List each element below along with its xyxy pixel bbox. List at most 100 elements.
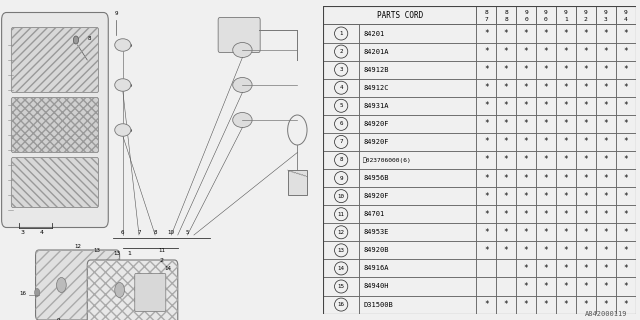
Text: 1: 1: [127, 251, 131, 256]
Bar: [596, 169, 616, 187]
Text: *: *: [543, 228, 548, 237]
Text: 6: 6: [339, 121, 343, 126]
Text: *: *: [484, 156, 488, 164]
Bar: [359, 241, 476, 260]
Text: *: *: [623, 192, 628, 201]
Text: *: *: [524, 65, 529, 74]
Text: *: *: [604, 156, 608, 164]
Text: *: *: [524, 47, 529, 56]
Text: *: *: [543, 29, 548, 38]
Bar: [516, 241, 536, 260]
Bar: [536, 6, 556, 24]
Text: 11: 11: [338, 212, 345, 217]
Bar: [556, 296, 576, 314]
Bar: [596, 187, 616, 205]
Text: *: *: [504, 137, 508, 147]
Text: *: *: [604, 300, 608, 309]
Text: D31500B: D31500B: [364, 301, 394, 308]
Text: *: *: [504, 246, 508, 255]
Bar: [576, 97, 596, 115]
FancyBboxPatch shape: [12, 157, 99, 207]
Bar: [556, 6, 576, 24]
Text: 2: 2: [159, 259, 164, 263]
Text: *: *: [504, 228, 508, 237]
Text: 8: 8: [87, 36, 91, 41]
Bar: [323, 205, 359, 223]
Text: *: *: [604, 83, 608, 92]
Text: *: *: [584, 83, 588, 92]
Text: *: *: [543, 156, 548, 164]
Text: *: *: [584, 246, 588, 255]
Bar: [476, 187, 496, 205]
Text: *: *: [524, 156, 529, 164]
Bar: [616, 24, 636, 43]
Text: *: *: [623, 65, 628, 74]
Bar: [323, 187, 359, 205]
Text: *: *: [564, 83, 568, 92]
Bar: [496, 241, 516, 260]
Bar: [596, 133, 616, 151]
Text: 84920F: 84920F: [364, 193, 389, 199]
Bar: [476, 296, 496, 314]
Text: 9: 9: [564, 10, 568, 15]
Bar: [476, 115, 496, 133]
Text: *: *: [524, 282, 529, 291]
Text: 7: 7: [137, 230, 141, 235]
FancyBboxPatch shape: [36, 250, 120, 320]
Bar: [536, 151, 556, 169]
Text: 84916A: 84916A: [364, 265, 389, 271]
Text: 15: 15: [338, 284, 345, 289]
Text: *: *: [543, 192, 548, 201]
Bar: [536, 43, 556, 60]
Text: *: *: [564, 101, 568, 110]
Ellipse shape: [233, 77, 252, 92]
Text: *: *: [584, 228, 588, 237]
Bar: [323, 79, 359, 97]
Bar: [516, 115, 536, 133]
Text: 14: 14: [338, 266, 345, 271]
Ellipse shape: [233, 43, 252, 58]
Bar: [616, 223, 636, 241]
Bar: [496, 24, 516, 43]
Text: *: *: [604, 101, 608, 110]
Bar: [323, 133, 359, 151]
Text: 5: 5: [186, 230, 189, 235]
Text: *: *: [584, 156, 588, 164]
Text: *: *: [584, 264, 588, 273]
Text: 84953E: 84953E: [364, 229, 389, 235]
FancyBboxPatch shape: [2, 12, 108, 228]
Text: *: *: [604, 264, 608, 273]
Bar: [516, 169, 536, 187]
Bar: [496, 296, 516, 314]
Text: 2: 2: [339, 49, 343, 54]
Bar: [556, 241, 576, 260]
Text: 12: 12: [74, 244, 81, 249]
Bar: [616, 277, 636, 296]
Text: *: *: [524, 83, 529, 92]
Text: *: *: [484, 119, 488, 128]
FancyBboxPatch shape: [12, 98, 99, 153]
Text: *: *: [564, 119, 568, 128]
Bar: [536, 97, 556, 115]
Bar: [576, 133, 596, 151]
Bar: [476, 97, 496, 115]
Text: 8: 8: [504, 17, 508, 21]
Bar: [556, 133, 576, 151]
Text: *: *: [623, 228, 628, 237]
Bar: [556, 187, 576, 205]
Bar: [496, 187, 516, 205]
Bar: [359, 223, 476, 241]
Text: 11: 11: [158, 249, 165, 253]
Text: 9: 9: [544, 10, 548, 15]
Bar: [576, 6, 596, 24]
Text: *: *: [584, 101, 588, 110]
Text: *: *: [564, 156, 568, 164]
Bar: [496, 260, 516, 277]
Text: *: *: [543, 300, 548, 309]
Text: *: *: [543, 246, 548, 255]
Bar: [576, 43, 596, 60]
Text: *: *: [623, 119, 628, 128]
Bar: [576, 169, 596, 187]
Text: 9: 9: [115, 11, 118, 16]
Text: *: *: [543, 210, 548, 219]
